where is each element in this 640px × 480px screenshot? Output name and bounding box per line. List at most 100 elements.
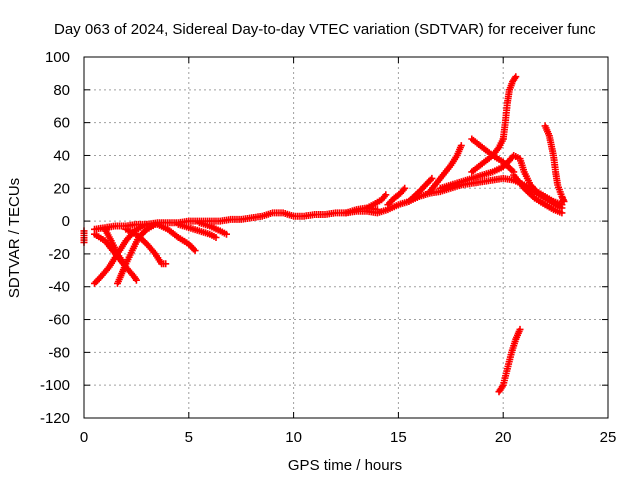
- data-point: [397, 203, 400, 206]
- y-tick-label: -80: [48, 344, 70, 361]
- data-point: [460, 180, 463, 183]
- data-point: [529, 183, 532, 187]
- data-point: [470, 137, 473, 141]
- data-point: [103, 239, 107, 242]
- data-point: [131, 249, 134, 252]
- series-low-spike: [495, 325, 524, 396]
- data-point: [292, 215, 295, 218]
- data-point: [281, 211, 285, 215]
- y-tick-label: -60: [48, 312, 70, 329]
- y-axis-label: SDTVAR / TECUs: [6, 178, 23, 298]
- data-point: [449, 164, 452, 167]
- data-point: [302, 215, 306, 218]
- data-point: [497, 390, 501, 393]
- data-point: [135, 233, 138, 236]
- data-point: [124, 265, 128, 269]
- series-rise-16: [405, 174, 436, 205]
- data-point: [164, 262, 167, 265]
- data-point: [481, 180, 484, 183]
- data-point: [543, 124, 547, 128]
- series-arc-4: [153, 220, 199, 255]
- data-point: [99, 275, 103, 279]
- series-arc-5: [174, 220, 220, 241]
- data-point: [508, 159, 511, 162]
- data-point: [514, 338, 517, 341]
- data-point: [556, 183, 559, 187]
- data-point: [198, 221, 201, 224]
- data-point: [470, 177, 473, 180]
- data-point: [502, 384, 505, 387]
- data-point: [156, 223, 159, 226]
- data-point: [160, 262, 163, 265]
- data-point: [502, 177, 505, 180]
- y-tick-label: -100: [40, 377, 70, 394]
- data-point: [177, 223, 180, 226]
- data-point: [154, 252, 157, 256]
- data-point: [141, 224, 144, 228]
- data-point: [187, 242, 190, 246]
- data-point: [497, 146, 501, 149]
- y-tick-label: 80: [53, 82, 70, 99]
- data-point: [225, 233, 228, 236]
- data-point: [552, 200, 555, 203]
- data-point: [548, 134, 551, 137]
- data-point: [214, 236, 218, 239]
- y-tick-label: 20: [53, 180, 70, 197]
- data-point: [271, 211, 274, 215]
- data-point: [407, 200, 411, 203]
- x-axis-label: GPS time / hours: [288, 457, 402, 474]
- y-tick-label: -40: [48, 279, 70, 296]
- data-point: [533, 196, 536, 200]
- series-arc-6: [195, 219, 230, 238]
- data-point: [313, 213, 316, 216]
- data-point: [133, 275, 136, 279]
- y-tick-label: 60: [53, 115, 70, 132]
- data-point: [455, 154, 459, 157]
- data-point: [491, 178, 494, 182]
- data-point: [393, 196, 396, 200]
- data-point: [430, 177, 434, 180]
- series-rise-15: [384, 184, 409, 209]
- data-point: [380, 198, 383, 201]
- data-point: [355, 208, 358, 211]
- data-point: [250, 216, 253, 219]
- data-point: [518, 328, 522, 331]
- data-point: [166, 228, 169, 231]
- axis-layer: 0 5 10 15 20 25 -120 -100 -80 -60 -40 -20 0 20 40 60 80 1…: [40, 49, 616, 446]
- data-point: [504, 121, 507, 124]
- data-point: [543, 195, 547, 198]
- data-point: [110, 239, 113, 242]
- data-point: [491, 170, 494, 174]
- data-point: [193, 249, 197, 252]
- data-point: [376, 208, 379, 211]
- data-point: [344, 211, 348, 215]
- y-tick-label: 100: [45, 49, 70, 66]
- grid-layer: [84, 57, 608, 418]
- data-point: [506, 367, 509, 370]
- x-tick-label: 10: [285, 429, 302, 446]
- data-point: [372, 203, 375, 206]
- data-point: [508, 88, 511, 92]
- data-point: [108, 265, 111, 269]
- data-point: [135, 223, 138, 226]
- series-rise-17: [426, 142, 465, 196]
- data-point: [502, 160, 505, 164]
- series-drop-22: [541, 122, 568, 205]
- data-point: [535, 190, 538, 193]
- data-point: [512, 170, 515, 174]
- data-point: [418, 190, 421, 193]
- data-point: [103, 228, 107, 231]
- data-point: [145, 242, 149, 246]
- x-tick-label: 20: [495, 429, 512, 446]
- data-point: [166, 221, 169, 224]
- data-point: [145, 223, 149, 226]
- data-point: [384, 193, 387, 196]
- data-point: [93, 233, 96, 236]
- data-point: [124, 228, 128, 231]
- y-tick-label: -120: [40, 410, 70, 427]
- series-upper-track: [436, 152, 566, 209]
- data-point: [124, 239, 128, 242]
- data-point: [560, 211, 564, 215]
- data-point: [424, 183, 427, 187]
